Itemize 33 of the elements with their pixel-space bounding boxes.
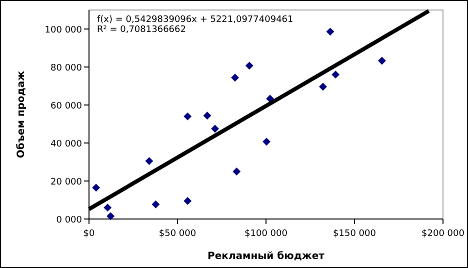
point <box>232 168 241 176</box>
x-tick-label: $50 000 <box>158 229 196 239</box>
point <box>184 112 192 120</box>
point <box>332 70 340 79</box>
y-tick-label: 100 000 <box>44 26 82 36</box>
y-tick-label: 60 000 <box>50 102 82 112</box>
y-axis-title: Объем продаж <box>16 70 27 158</box>
point <box>106 212 115 220</box>
x-tick-label: $200 000 <box>422 229 465 239</box>
point <box>104 204 112 212</box>
y-tick-label: 20 000 <box>50 178 82 188</box>
annotation: R² = 0,7081366662 <box>97 25 186 35</box>
point <box>203 112 212 120</box>
point <box>152 200 160 208</box>
x-tick-label: $0 <box>83 229 95 239</box>
point <box>266 94 274 103</box>
x-tick-label: $150 000 <box>333 229 376 239</box>
point <box>92 184 100 192</box>
point <box>184 196 192 205</box>
point <box>145 157 154 166</box>
y-tick-label: 0 000 <box>56 216 82 226</box>
x-axis-title: Рекламный бюджет <box>208 251 325 262</box>
point <box>326 28 334 36</box>
point <box>211 124 219 133</box>
point <box>245 62 254 70</box>
point <box>378 56 386 65</box>
point <box>262 138 270 146</box>
y-tick-label: 80 000 <box>50 64 82 74</box>
annotation: f(x) = 0,5429839096x + 5221,0977409461 <box>97 15 294 25</box>
point <box>231 74 239 82</box>
point <box>319 82 327 91</box>
x-tick-label: $100 000 <box>244 229 288 239</box>
y-tick-label: 40 000 <box>50 140 82 150</box>
